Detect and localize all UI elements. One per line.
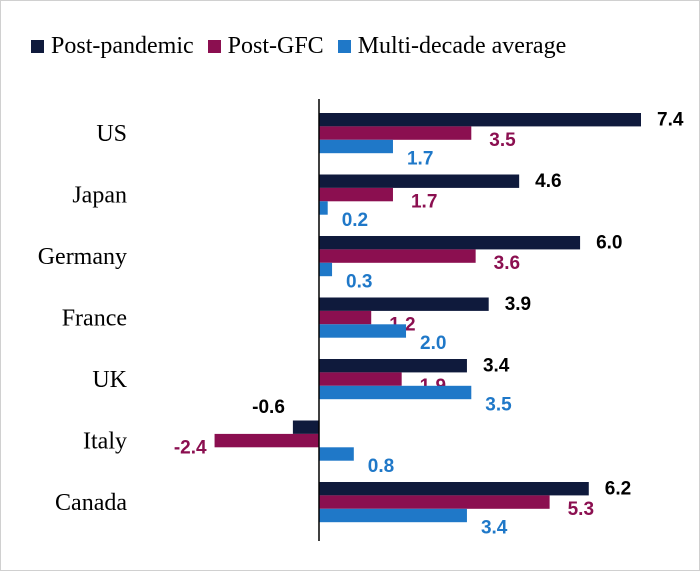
legend: Post-pandemic Post-GFC Multi-decade averag…: [31, 33, 580, 60]
bar: [319, 372, 402, 386]
bar: [319, 174, 520, 188]
legend-item: Multi-decade average: [337, 33, 567, 60]
data-label: 0.8: [368, 456, 394, 477]
bar: [319, 262, 333, 277]
category-label: Japan: [72, 183, 127, 209]
bar: [319, 297, 489, 311]
bar: [319, 324, 407, 338]
legend-item: Post-pandemic: [31, 33, 194, 60]
bar: [319, 187, 393, 202]
legend-swatch: [31, 40, 44, 53]
bar: [319, 236, 581, 250]
data-label: 1.7: [407, 149, 433, 170]
data-label: -2.4: [174, 438, 207, 459]
data-label: 4.6: [535, 171, 561, 192]
bar: [319, 508, 467, 523]
category-label: Canada: [55, 490, 127, 516]
legend-swatch: [337, 40, 351, 53]
data-label: 3.4: [483, 356, 510, 377]
legend-item: Post-GFC: [207, 33, 324, 60]
category-label: UK: [92, 367, 127, 393]
category-label: Germany: [38, 244, 127, 270]
data-label: 5.3: [568, 499, 594, 520]
bar: [319, 139, 393, 154]
bar: [319, 126, 472, 140]
data-label: 6.0: [596, 233, 622, 254]
category-label: US: [96, 121, 127, 147]
category-label: France: [62, 306, 127, 332]
data-label: 0.3: [346, 272, 372, 293]
data-label: 1.7: [411, 192, 437, 213]
data-label: 3.5: [485, 395, 512, 416]
bar: [319, 359, 467, 373]
legend-label: Post-GFC: [227, 33, 324, 59]
bar: [292, 420, 319, 434]
category-label: Italy: [83, 429, 127, 455]
data-label: 3.9: [505, 294, 531, 315]
bar: [319, 113, 641, 127]
bar: [319, 447, 354, 461]
bar: [319, 310, 372, 325]
bar: [319, 249, 476, 263]
legend-label: Post-pandemic: [51, 33, 194, 59]
bar: [319, 495, 550, 509]
data-label: 3.5: [489, 130, 516, 151]
data-label: 6.2: [605, 479, 631, 500]
data-label: 7.4: [657, 110, 684, 131]
data-label: 3.6: [494, 253, 520, 274]
bar: [319, 201, 328, 215]
data-label: 0.2: [342, 210, 368, 231]
bar: [319, 385, 472, 400]
bar: [214, 433, 319, 448]
bar: [319, 482, 589, 496]
data-label: 3.4: [481, 518, 508, 539]
legend-swatch: [207, 40, 221, 53]
legend-label: Multi-decade average: [357, 33, 567, 59]
data-label: 2.0: [420, 333, 446, 354]
data-label: -0.6: [252, 397, 285, 418]
